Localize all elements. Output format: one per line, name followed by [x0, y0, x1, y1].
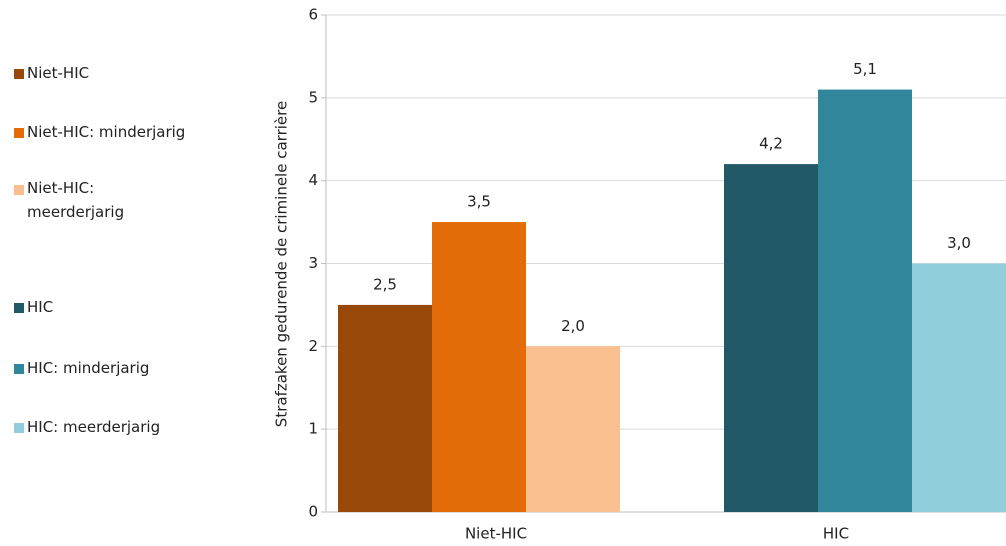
y-tick-label: 1: [308, 420, 318, 438]
data-label: 2,5: [373, 275, 397, 293]
data-label: 2,0: [561, 317, 585, 335]
y-tick-label: 2: [308, 337, 318, 355]
legend-label: Niet-HIC: [27, 64, 90, 82]
bar: [526, 346, 620, 512]
legend-item: HIC: [14, 298, 53, 316]
y-tick-label: 0: [308, 503, 318, 521]
legend-swatch: [14, 364, 24, 374]
legend-label: HIC: minderjarig: [27, 359, 150, 377]
y-tick-label: 4: [308, 171, 318, 189]
x-tick-label: HIC: [823, 525, 849, 543]
legend-item: HIC: minderjarig: [14, 359, 149, 377]
y-tick-label: 6: [308, 6, 318, 24]
legend-swatch: [14, 423, 24, 433]
bar: [432, 222, 526, 513]
bar: [818, 89, 912, 513]
bar: [338, 304, 432, 512]
legend-label: Niet-HIC: meerderjarig: [27, 179, 125, 221]
legend-label: HIC: [27, 298, 54, 316]
legend-item: HIC: meerderjarig: [14, 418, 160, 436]
legend-item: Niet-HIC: [14, 64, 89, 82]
legend-label: Niet-HIC: minderjarig: [27, 123, 186, 141]
legend-swatch: [14, 128, 24, 138]
y-tick-label: 5: [308, 88, 318, 106]
legend-swatch: [14, 69, 24, 79]
legend-item: Niet-HIC: meerderjarig: [14, 179, 157, 224]
data-label: 5,1: [853, 60, 877, 78]
legend-item: Niet-HIC: minderjarig: [14, 123, 185, 141]
bar: [912, 263, 1006, 512]
data-label: 4,2: [759, 135, 783, 153]
bar: [724, 164, 818, 512]
x-tick-label: Niet-HIC: [465, 525, 527, 543]
legend-swatch: [14, 303, 24, 313]
y-tick-label: 3: [308, 254, 318, 272]
y-axis-title: Strafzaken gedurende de criminele carriè…: [273, 101, 291, 427]
data-label: 3,5: [467, 193, 491, 211]
legend-label: HIC: meerderjarig: [27, 418, 161, 436]
data-label: 3,0: [947, 234, 971, 252]
legend-swatch: [14, 185, 24, 195]
